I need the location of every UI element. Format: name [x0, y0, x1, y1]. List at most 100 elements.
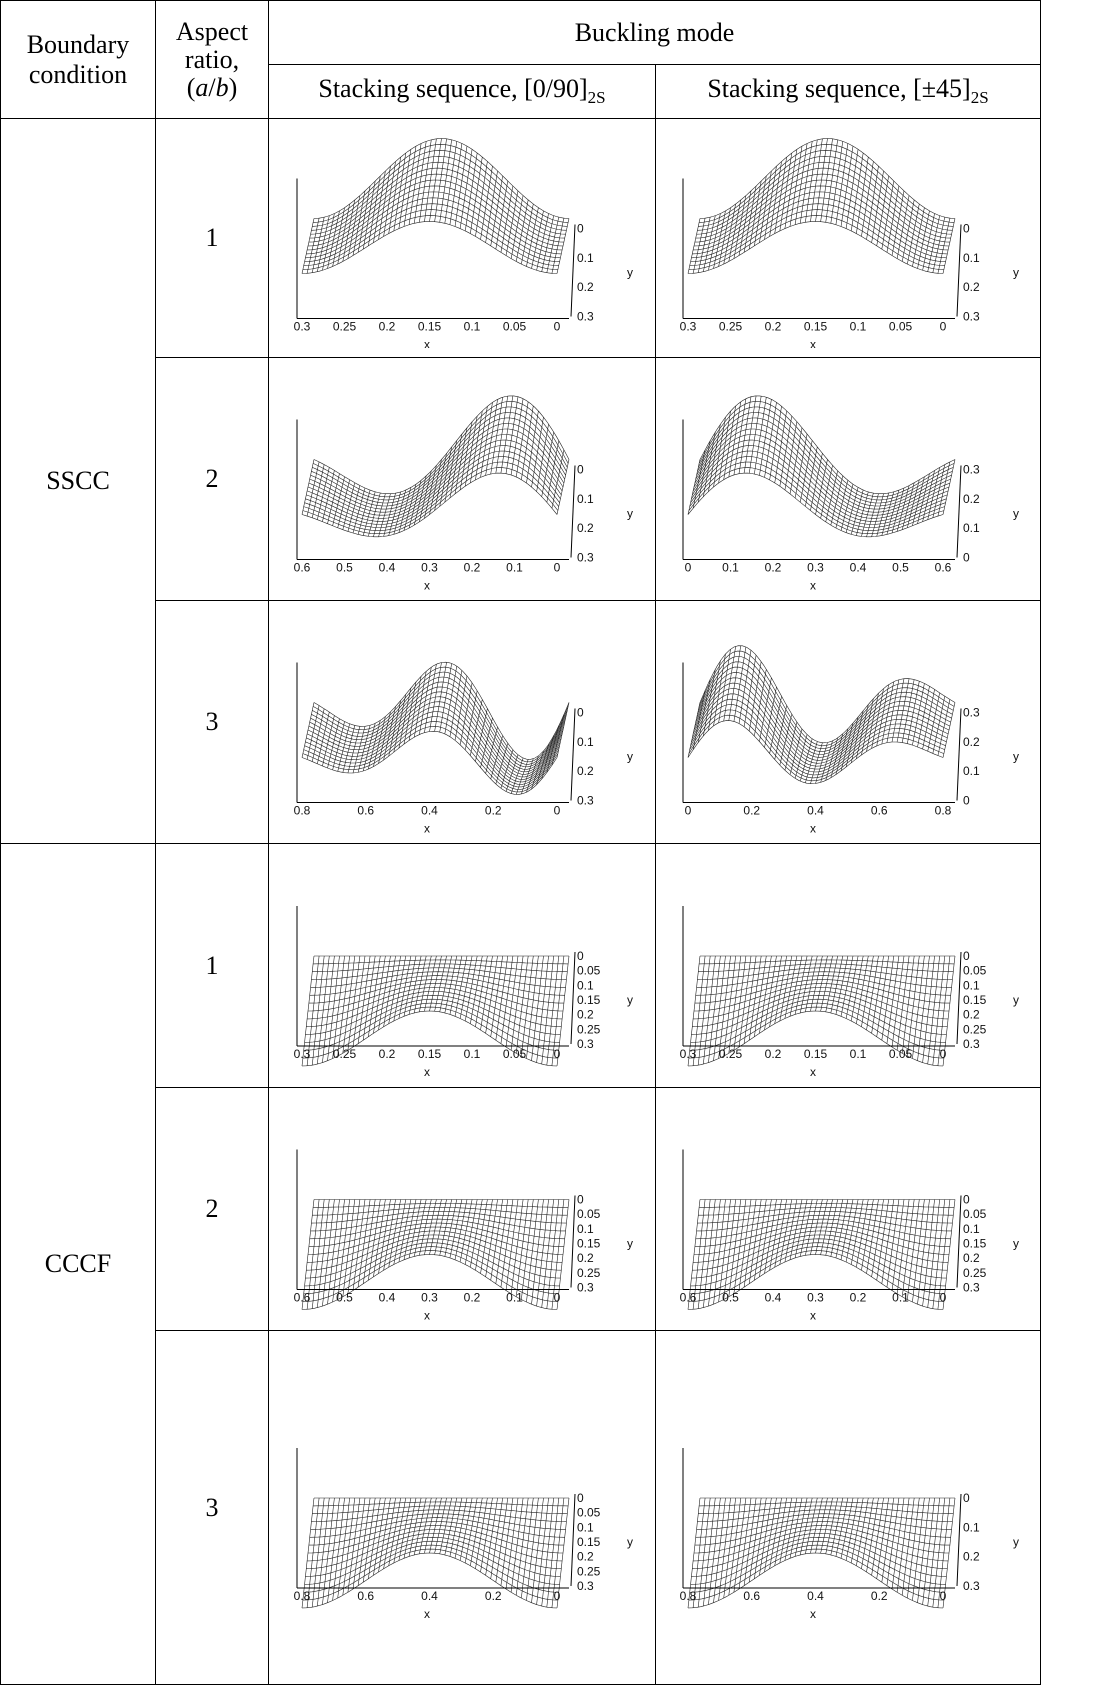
x-tick-label: 0	[554, 1589, 561, 1603]
aspect-text: )	[229, 73, 238, 102]
mesh-line	[328, 956, 340, 1061]
mesh-line	[542, 1199, 554, 1307]
sequence-text: Stacking sequence, [±45]	[707, 74, 970, 103]
aspect-text: /	[208, 73, 215, 102]
mesh-line	[475, 708, 487, 761]
mesh-line	[703, 956, 715, 1064]
x-tick-label: 0	[685, 803, 692, 817]
y-tick-label: 0.05	[577, 1505, 601, 1519]
mesh-line	[696, 1517, 951, 1537]
mesh-line	[450, 143, 462, 224]
axis-line	[957, 1494, 961, 1586]
mesh-line	[409, 143, 421, 224]
buckling-plot: 0.60.50.40.30.20.10x00.10.20.3y	[277, 368, 647, 591]
mesh-line	[486, 171, 498, 243]
mesh-line	[877, 176, 889, 246]
mesh-line	[455, 1199, 467, 1259]
mesh-line	[691, 1238, 946, 1277]
y-tick-label: 0	[577, 1491, 584, 1505]
mesh-line	[897, 1498, 909, 1592]
mesh-line	[450, 956, 462, 1014]
mesh-line	[521, 1199, 533, 1299]
mesh-line	[841, 1498, 853, 1558]
mesh-line	[882, 491, 894, 535]
mesh-line	[496, 1498, 508, 1582]
y-tick-label: 0.3	[963, 1037, 980, 1051]
x-tick-label: 0.2	[765, 1047, 782, 1061]
mesh-line	[867, 1498, 879, 1572]
mesh-line	[846, 149, 858, 228]
mesh-line	[450, 670, 462, 736]
mesh-line	[521, 956, 533, 1056]
y-tick-label: 0.2	[577, 1549, 594, 1563]
y-tick-label: 0.3	[963, 1280, 980, 1294]
mesh-line	[322, 1199, 334, 1306]
mesh-line	[557, 459, 569, 514]
aspect-text: b	[216, 73, 229, 102]
x-tick-label: 0.05	[503, 1047, 527, 1061]
mesh-line	[311, 1509, 566, 1521]
mesh-line	[368, 493, 380, 536]
mesh-line	[918, 956, 930, 1061]
table-row: 30.80.60.40.20x00.10.20.3y00.20.40.60.8x…	[1, 601, 1041, 844]
axis-line	[571, 708, 575, 800]
y-tick-label: 0.2	[577, 1007, 594, 1021]
mesh-line	[445, 1199, 457, 1256]
x-axis-label: x	[810, 1308, 816, 1321]
mesh-line	[861, 956, 873, 1027]
mesh-line	[305, 456, 560, 527]
mesh-line	[697, 412, 952, 503]
x-tick-label: 0.2	[464, 560, 481, 574]
x-tick-label: 0.6	[935, 560, 952, 574]
boundary-condition: SSCC	[1, 119, 156, 844]
mesh-line	[882, 1498, 894, 1582]
sequence-sub: 2S	[588, 89, 606, 108]
mesh-line	[912, 207, 924, 266]
mesh-line	[872, 171, 884, 243]
mesh-line	[486, 1199, 498, 1276]
mesh-line	[537, 1498, 549, 1605]
x-axis-label: x	[810, 1065, 816, 1078]
mesh-line	[867, 166, 879, 239]
mesh-line	[938, 461, 950, 515]
mesh-line	[348, 485, 360, 531]
x-tick-label: 0	[554, 319, 561, 333]
mesh-line	[912, 1199, 924, 1302]
axis-line	[571, 1494, 575, 1586]
mesh-line	[501, 956, 513, 1044]
y-tick-label: 0.15	[577, 1236, 601, 1250]
mesh-line	[302, 459, 314, 514]
table-row: 20.60.50.40.30.20.10x00.10.20.3y00.10.20…	[1, 358, 1041, 601]
mesh-line	[486, 1498, 498, 1575]
x-tick-label: 0.1	[506, 1290, 523, 1304]
plot-cell: 0.80.60.40.20x00.050.10.150.20.250.3y	[269, 1331, 656, 1685]
aspect-text: Aspect ratio,	[176, 17, 248, 74]
x-axis-label: x	[810, 578, 816, 591]
buckling-plot: 00.20.40.60.8x0.30.20.10y	[663, 611, 1033, 834]
mesh-line	[851, 490, 863, 534]
mesh-line	[310, 1219, 565, 1239]
y-tick-label: 0.3	[963, 309, 980, 323]
mesh-line	[532, 956, 544, 1061]
y-tick-label: 0	[963, 550, 970, 564]
y-axis-label: y	[627, 506, 633, 520]
mesh-line	[907, 956, 919, 1056]
mesh-line	[882, 181, 894, 249]
mesh-line	[306, 445, 561, 521]
x-tick-label: 0.1	[850, 1047, 867, 1061]
mesh-line	[907, 1498, 919, 1598]
x-tick-label: 0.3	[807, 1290, 824, 1304]
y-axis-label: y	[1013, 1236, 1019, 1250]
mesh-line	[831, 1498, 843, 1555]
y-tick-label: 0	[963, 793, 970, 807]
y-tick-label: 0.3	[577, 309, 594, 323]
mesh-line	[311, 967, 566, 979]
mesh-line	[780, 416, 792, 486]
y-axis-label: y	[1013, 506, 1019, 520]
mesh-line	[501, 1199, 513, 1287]
x-axis-label: x	[424, 578, 430, 591]
mesh-line	[836, 956, 848, 1014]
axis-line	[571, 1195, 575, 1287]
y-tick-label: 0.1	[577, 1520, 594, 1534]
header-buckling: Buckling mode	[269, 1, 1041, 65]
